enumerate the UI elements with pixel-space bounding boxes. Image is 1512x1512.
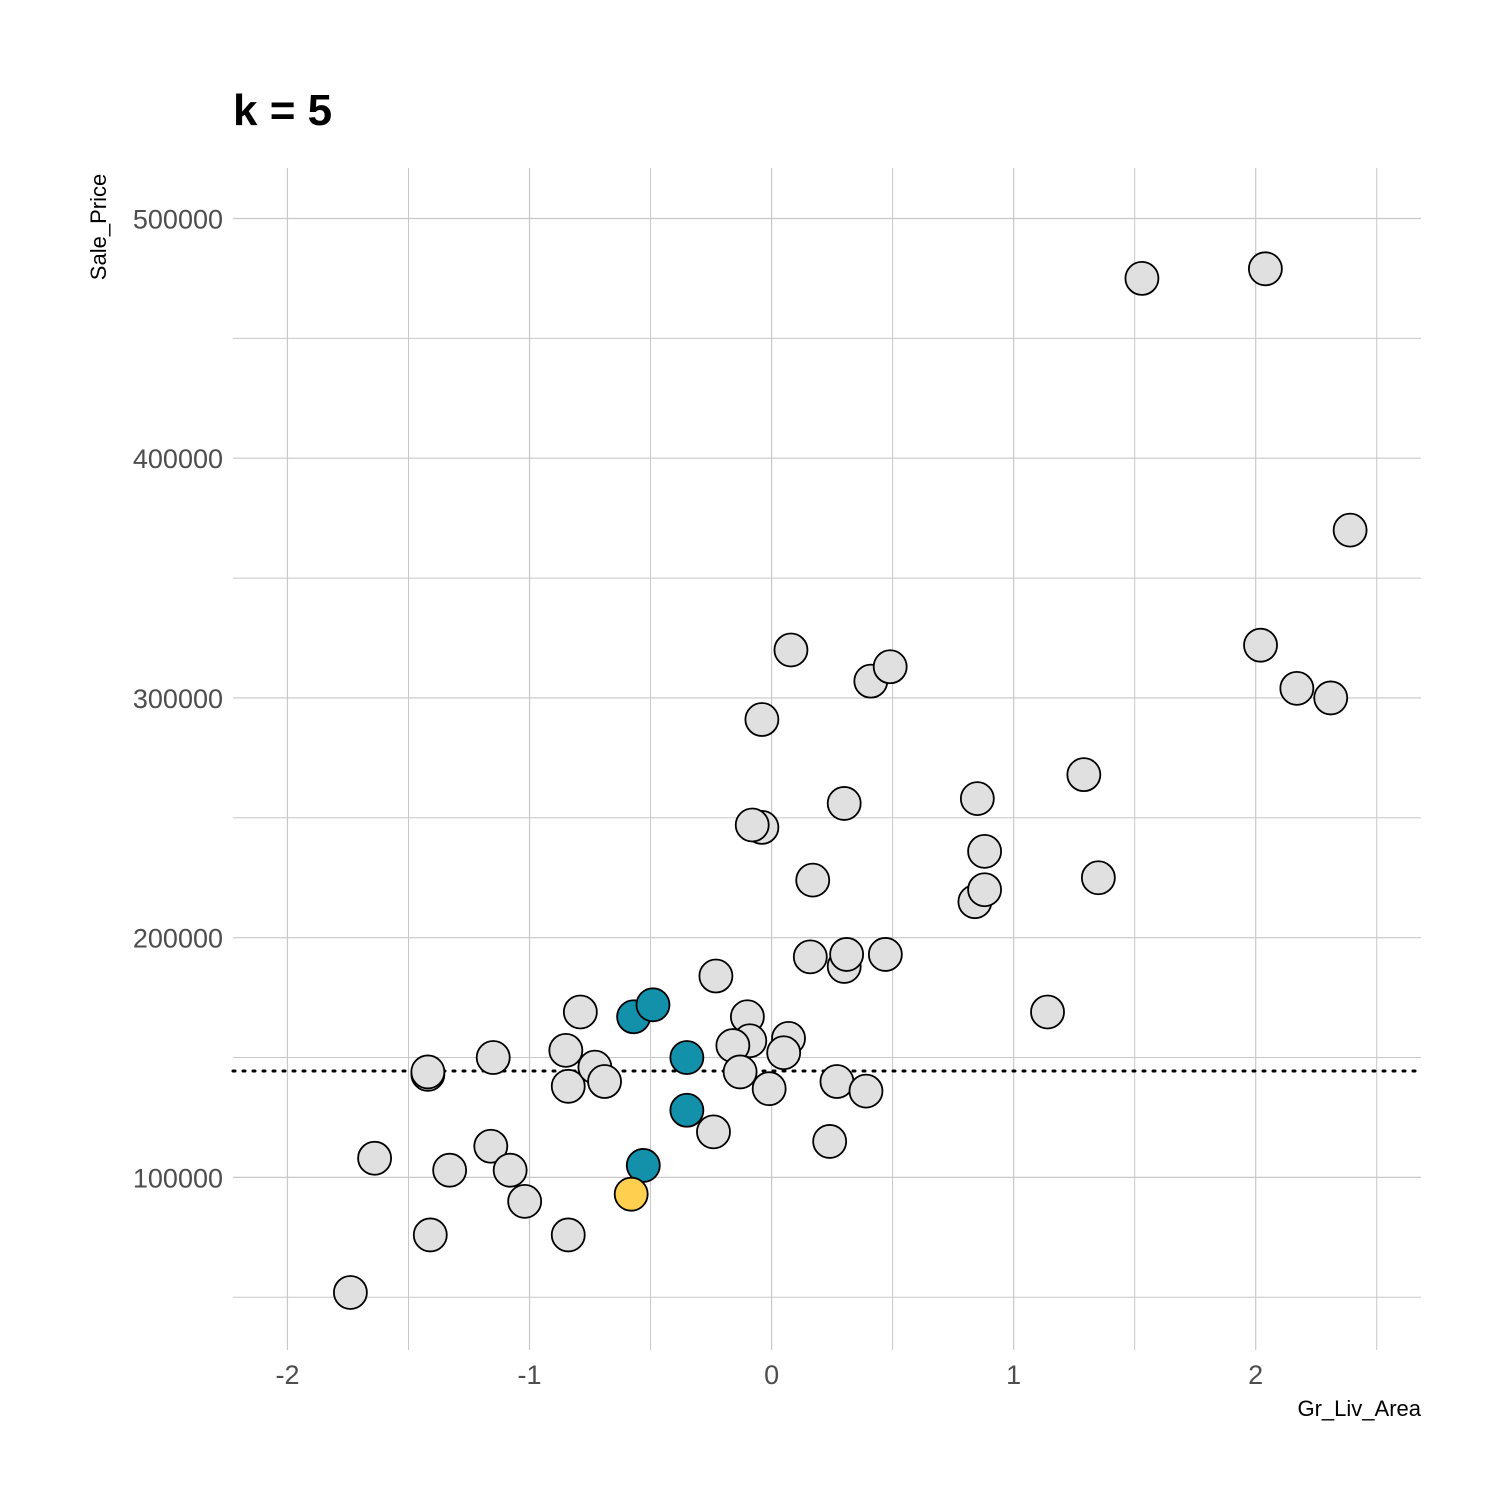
chart-title: k = 5	[233, 86, 332, 135]
data-point	[412, 1217, 448, 1253]
grid-lines	[233, 168, 1421, 1350]
x-tick-label: -2	[275, 1360, 299, 1390]
data-point	[1332, 512, 1368, 548]
data-point	[959, 781, 995, 817]
data-point	[1313, 680, 1349, 716]
neighbor-point	[669, 1092, 705, 1128]
data-point	[829, 937, 865, 972]
data-point	[357, 1140, 393, 1176]
data-point	[473, 1128, 509, 1164]
neighbor-point	[635, 987, 671, 1023]
data-point	[332, 1275, 368, 1310]
data-point	[475, 1040, 511, 1075]
data-point	[550, 1217, 586, 1253]
y-axis-title: Sale_Price	[86, 174, 111, 280]
y-tick-label: 200000	[133, 924, 223, 954]
data-point	[826, 786, 862, 821]
axis-tick-labels: -2 -1 0 1 2 100000 200000 300000 400000 500000	[133, 204, 1263, 1390]
y-tick-label: 500000	[133, 204, 223, 234]
data-point	[1080, 860, 1116, 896]
data-point	[1243, 627, 1278, 663]
data-points	[332, 251, 1368, 1310]
data-point	[698, 958, 734, 994]
data-point	[410, 1054, 446, 1090]
data-point	[773, 632, 809, 668]
x-tick-label: 0	[764, 1360, 779, 1390]
data-point	[1030, 994, 1065, 1030]
data-point	[1279, 670, 1315, 706]
data-point	[696, 1114, 731, 1150]
y-tick-label: 400000	[133, 444, 223, 474]
data-point	[1247, 251, 1283, 287]
data-point	[795, 862, 831, 898]
data-point	[507, 1183, 543, 1219]
data-point	[872, 649, 908, 685]
data-point	[562, 994, 598, 1030]
data-point	[848, 1073, 884, 1109]
data-point	[432, 1152, 468, 1188]
data-point	[548, 1032, 584, 1068]
data-point	[492, 1152, 528, 1188]
data-point	[722, 1054, 758, 1090]
x-tick-label: 1	[1006, 1360, 1021, 1390]
data-point	[867, 937, 903, 972]
data-point	[734, 807, 770, 843]
y-tick-label: 300000	[133, 684, 223, 714]
data-point	[819, 1064, 855, 1099]
data-point	[1124, 260, 1160, 296]
x-axis-title: Gr_Liv_Area	[1297, 1396, 1421, 1421]
data-point	[744, 702, 780, 737]
data-point	[967, 872, 1002, 908]
data-point	[550, 1068, 586, 1104]
data-point	[766, 1035, 802, 1071]
data-point	[967, 833, 1002, 869]
data-point	[792, 939, 828, 975]
data-point	[751, 1071, 787, 1107]
x-tick-label: -1	[518, 1360, 542, 1390]
y-tick-label: 100000	[133, 1163, 223, 1193]
neighbor-point	[669, 1040, 705, 1075]
data-point	[587, 1064, 622, 1099]
data-point	[812, 1124, 848, 1159]
x-tick-label: 2	[1248, 1360, 1263, 1390]
target-point	[613, 1176, 649, 1212]
data-point	[1066, 757, 1102, 793]
